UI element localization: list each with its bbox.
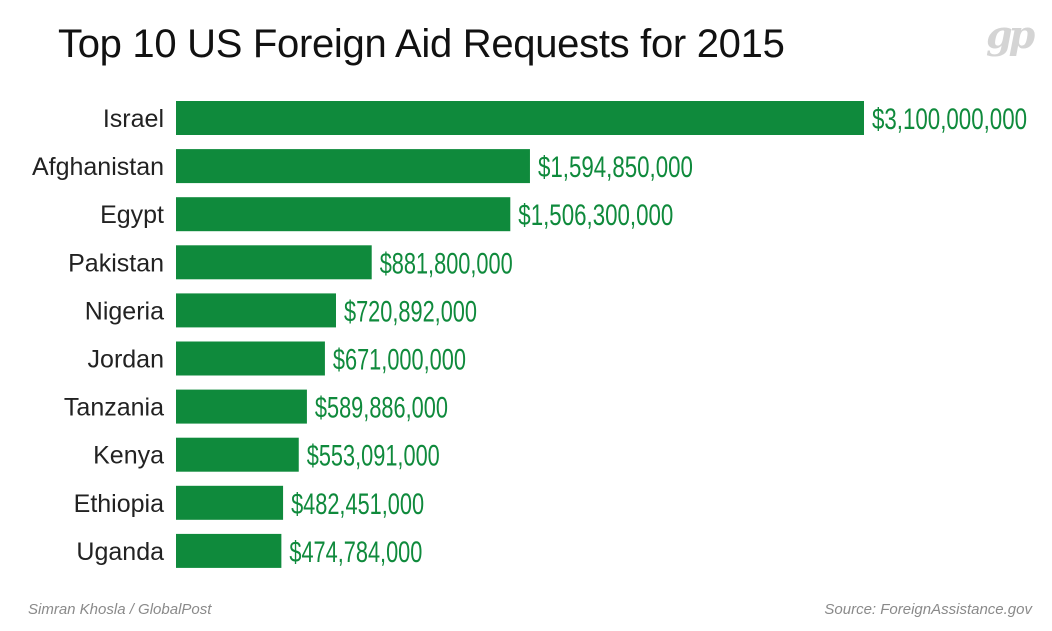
value-label-kenya: $553,091,000 — [307, 440, 440, 473]
bar-jordan — [176, 341, 325, 376]
value-label-israel: $3,100,000,000 — [872, 103, 1027, 136]
category-label-afghanistan: Afghanistan — [32, 153, 164, 181]
bar-nigeria — [176, 293, 336, 328]
value-label-egypt: $1,506,300,000 — [518, 199, 673, 232]
value-label-pakistan: $881,800,000 — [380, 247, 513, 280]
value-label-tanzania: $589,886,000 — [315, 392, 448, 425]
value-label-uganda: $474,784,000 — [289, 536, 422, 569]
category-label-egypt: Egypt — [100, 201, 164, 229]
category-label-tanzania: Tanzania — [64, 394, 164, 422]
category-label-kenya: Kenya — [93, 442, 164, 470]
value-label-nigeria: $720,892,000 — [344, 295, 477, 328]
chart-title: Top 10 US Foreign Aid Requests for 2015 — [58, 22, 785, 66]
bar-israel — [176, 101, 864, 135]
credit-text: Simran Khosla / GlobalPost — [28, 601, 212, 618]
bar-pakistan — [176, 245, 372, 280]
source-text: Source: ForeignAssistance.gov — [824, 601, 1032, 618]
bar-afghanistan — [176, 149, 530, 184]
category-label-jordan: Jordan — [88, 346, 164, 374]
category-label-pakistan: Pakistan — [68, 249, 164, 277]
category-label-israel: Israel — [103, 105, 164, 133]
category-label-ethiopia: Ethiopia — [74, 490, 164, 518]
bar-egypt — [176, 197, 511, 232]
bar-ethiopia — [176, 485, 284, 520]
category-label-uganda: Uganda — [76, 538, 164, 566]
category-label-nigeria: Nigeria — [85, 297, 164, 325]
bar-chart: Israel $3,100,000,000 Afghanistan $1,594,85… — [32, 101, 1027, 569]
value-label-afghanistan: $1,594,850,000 — [538, 151, 693, 184]
bar-tanzania — [176, 389, 307, 424]
value-label-ethiopia: $482,451,000 — [291, 488, 424, 521]
bar-uganda — [176, 533, 282, 568]
value-label-jordan: $671,000,000 — [333, 344, 466, 377]
bar-kenya — [176, 437, 299, 472]
globalpost-logo: gp — [986, 12, 1035, 57]
